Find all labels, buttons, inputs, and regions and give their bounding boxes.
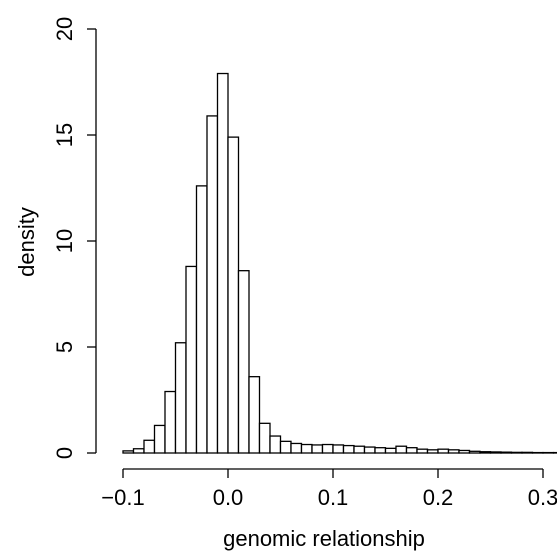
histogram-bar bbox=[447, 449, 460, 454]
histogram-bar bbox=[290, 442, 303, 454]
y-axis: 0 5 10 15 20 bbox=[52, 17, 97, 459]
histogram-bar bbox=[363, 446, 376, 454]
histogram-bar bbox=[206, 115, 219, 454]
histogram-bar bbox=[500, 451, 513, 454]
y-tick-label: 20 bbox=[52, 17, 77, 41]
histogram-bar bbox=[479, 451, 492, 454]
histogram-bar bbox=[185, 265, 198, 454]
histogram-bar bbox=[332, 444, 345, 454]
histogram-bar bbox=[468, 450, 481, 454]
histogram-bar bbox=[458, 449, 471, 454]
histogram-bar bbox=[258, 422, 271, 454]
x-tick-label: 0.2 bbox=[423, 485, 454, 510]
y-tick-label: 10 bbox=[52, 229, 77, 253]
x-tick-label: 0.3 bbox=[528, 485, 557, 510]
x-axis: −0.1 0.0 0.1 0.2 0.3 bbox=[101, 468, 557, 510]
x-tick-label: 0.1 bbox=[318, 485, 349, 510]
histogram-bar bbox=[311, 444, 324, 454]
histogram-bar bbox=[279, 440, 292, 454]
histogram-bar bbox=[269, 435, 282, 454]
histogram-bar bbox=[132, 448, 145, 454]
histogram-bar bbox=[153, 424, 166, 454]
histogram-bar bbox=[248, 376, 261, 454]
histogram-bar bbox=[227, 136, 240, 454]
histogram-bar bbox=[342, 444, 355, 454]
histogram-bar bbox=[195, 185, 208, 454]
histogram-bar bbox=[353, 445, 366, 454]
histogram-bar bbox=[416, 448, 429, 454]
histogram-bar bbox=[437, 448, 450, 454]
histogram-bar bbox=[216, 72, 229, 454]
histogram-bar bbox=[237, 270, 250, 454]
y-axis-label: density bbox=[14, 207, 39, 277]
histogram-bar bbox=[374, 447, 387, 454]
histogram-bar bbox=[143, 439, 156, 454]
histogram-bar bbox=[521, 451, 534, 454]
histogram-bar bbox=[300, 443, 313, 454]
x-tick-label: 0.0 bbox=[213, 485, 244, 510]
histogram-bar bbox=[405, 447, 418, 454]
histogram-bar bbox=[384, 447, 397, 454]
x-tick-label: −0.1 bbox=[101, 485, 144, 510]
y-tick-label: 0 bbox=[52, 447, 77, 459]
histogram-bar bbox=[510, 451, 523, 454]
y-tick-label: 15 bbox=[52, 123, 77, 147]
histogram-bar bbox=[122, 450, 135, 454]
histogram-bar bbox=[164, 390, 177, 454]
histogram-bar bbox=[426, 449, 439, 454]
y-tick-label: 5 bbox=[52, 341, 77, 353]
histogram-bar bbox=[174, 342, 187, 454]
histogram-bar bbox=[395, 445, 408, 454]
histogram-bar bbox=[321, 443, 334, 454]
histogram-bar bbox=[489, 451, 502, 454]
x-axis-label: genomic relationship bbox=[223, 526, 425, 551]
histogram-bars bbox=[122, 72, 557, 454]
